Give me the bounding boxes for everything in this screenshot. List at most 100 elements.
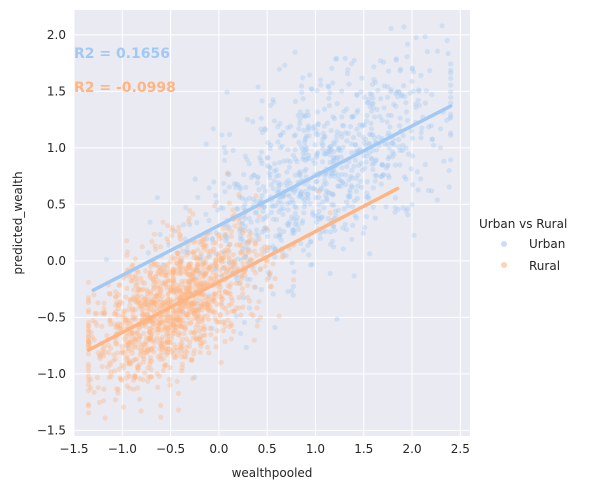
point-urban <box>364 118 370 124</box>
point-rural <box>173 309 179 315</box>
point-urban <box>262 188 268 194</box>
point-rural <box>193 313 199 319</box>
point-rural <box>165 350 171 356</box>
point-rural <box>222 250 228 256</box>
point-urban <box>407 90 413 96</box>
point-rural <box>133 276 139 282</box>
point-urban <box>283 253 289 259</box>
point-urban <box>422 161 428 168</box>
y-tick-label: −0.5 <box>37 310 66 324</box>
point-rural <box>210 240 216 246</box>
point-urban <box>292 210 298 217</box>
point-urban <box>210 126 216 132</box>
point-rural <box>182 353 188 359</box>
point-urban <box>405 41 411 47</box>
point-urban <box>278 206 284 212</box>
point-rural <box>140 359 146 365</box>
point-urban <box>447 115 453 121</box>
point-rural <box>178 346 184 352</box>
point-urban <box>319 214 325 220</box>
point-urban <box>366 195 372 201</box>
point-rural <box>177 308 183 314</box>
point-rural <box>119 362 125 368</box>
point-urban <box>387 124 393 130</box>
point-urban <box>370 166 376 173</box>
point-rural <box>251 337 257 343</box>
point-rural <box>154 285 161 291</box>
point-rural <box>158 284 164 290</box>
point-rural <box>256 299 262 305</box>
point-rural <box>169 349 175 355</box>
point-urban <box>324 149 330 155</box>
point-rural <box>123 294 129 300</box>
point-urban <box>363 159 369 165</box>
point-urban <box>237 232 243 238</box>
point-rural <box>138 349 144 355</box>
point-rural <box>85 334 92 340</box>
point-rural <box>85 307 92 313</box>
point-urban <box>341 206 347 212</box>
point-rural <box>99 348 105 354</box>
point-urban <box>371 135 377 141</box>
point-rural <box>219 300 225 306</box>
point-urban <box>374 147 380 153</box>
point-rural <box>132 331 138 337</box>
point-rural <box>201 326 208 332</box>
point-rural <box>151 284 157 291</box>
point-rural <box>166 269 172 275</box>
point-rural <box>117 282 123 288</box>
point-urban <box>329 238 336 244</box>
point-urban <box>348 183 354 189</box>
point-rural <box>240 230 246 236</box>
point-rural <box>85 309 92 315</box>
point-urban <box>265 155 271 161</box>
point-rural <box>155 290 161 296</box>
point-urban <box>391 151 397 157</box>
point-urban <box>262 215 268 221</box>
point-rural <box>247 298 253 304</box>
point-rural <box>135 286 141 292</box>
point-rural <box>176 306 182 312</box>
point-rural <box>228 281 234 287</box>
point-urban <box>295 112 301 118</box>
point-rural <box>179 365 185 371</box>
point-rural <box>85 323 92 329</box>
point-rural <box>135 385 141 391</box>
point-rural <box>141 301 148 307</box>
point-rural <box>85 410 92 416</box>
point-urban <box>332 227 338 233</box>
point-urban <box>324 195 330 201</box>
point-urban <box>448 61 454 67</box>
point-urban <box>391 142 397 148</box>
point-rural <box>177 319 183 325</box>
point-urban <box>448 89 454 95</box>
point-urban <box>401 83 407 89</box>
point-rural <box>116 282 122 288</box>
point-rural <box>185 312 191 318</box>
point-rural <box>236 220 242 226</box>
point-rural <box>99 323 105 329</box>
point-rural <box>137 325 143 331</box>
point-urban <box>336 176 342 182</box>
rural-points <box>85 170 334 421</box>
point-urban <box>332 208 339 214</box>
point-urban <box>388 25 394 31</box>
point-urban <box>222 189 228 195</box>
point-urban <box>323 188 329 194</box>
point-urban <box>181 222 187 228</box>
point-rural <box>135 365 141 371</box>
point-rural <box>126 339 132 345</box>
point-urban <box>365 193 371 200</box>
point-rural <box>139 244 145 250</box>
point-rural <box>241 255 247 261</box>
point-rural <box>154 282 160 289</box>
point-urban <box>296 139 302 146</box>
point-urban <box>331 149 337 155</box>
point-rural <box>151 261 157 267</box>
point-rural <box>179 368 185 374</box>
point-rural <box>143 339 149 345</box>
point-rural <box>179 320 185 326</box>
point-urban <box>290 226 296 232</box>
y-tick-label: 1.0 <box>47 141 66 155</box>
point-urban <box>438 126 444 132</box>
